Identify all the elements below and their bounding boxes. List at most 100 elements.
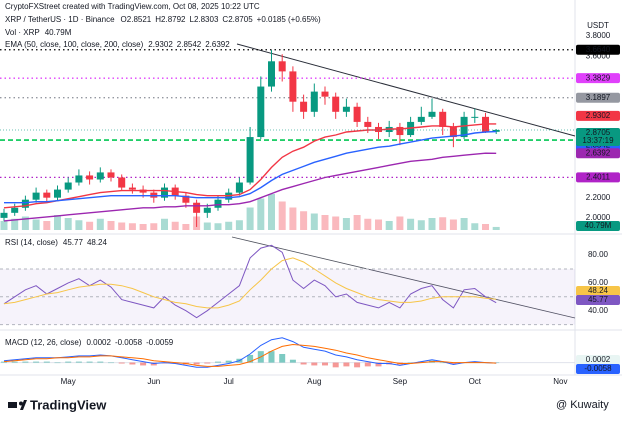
volume-bar — [225, 221, 233, 230]
credit: CryptoFXStreet created with TradingView.… — [5, 2, 260, 11]
candle-body — [118, 177, 126, 188]
histogram-bar — [193, 362, 200, 365]
candle-body — [268, 61, 275, 87]
y-tick-label: 2.2000 — [586, 193, 611, 202]
histogram-bar — [215, 361, 221, 363]
volume-bar — [150, 223, 158, 230]
volume-bar — [278, 201, 286, 230]
histogram-bar — [364, 362, 371, 367]
tradingview-logo — [8, 400, 27, 410]
legend-text: 2.8303 — [194, 15, 219, 24]
price-badge-label: 2.9302 — [586, 111, 611, 120]
candle-body — [449, 126, 457, 138]
legend-text: +0.0185 (+0.65%) — [257, 15, 321, 24]
histogram-bar — [407, 362, 414, 364]
countdown: 13:37:19 — [582, 136, 614, 145]
volume-bar — [439, 217, 447, 230]
histogram-bar — [311, 362, 318, 366]
volume-bar — [449, 219, 457, 230]
legend-text: C — [222, 15, 228, 24]
volume-bar — [364, 218, 372, 230]
candle-body — [257, 86, 265, 138]
legend-text: 2.8521 — [127, 15, 152, 24]
price-badge-label: -0.0058 — [584, 364, 612, 373]
volume-bar — [396, 216, 404, 230]
histogram-bar — [354, 362, 361, 368]
price-badge-label: 3.6640 — [586, 45, 611, 54]
volume-bar — [375, 219, 382, 230]
volume-bar — [407, 218, 415, 230]
volume-bar — [332, 216, 340, 230]
ema-line — [4, 130, 497, 204]
y-tick-label: 80.00 — [588, 250, 609, 259]
volume-bar — [214, 223, 222, 230]
price-badge — [576, 364, 620, 374]
histogram-bar — [11, 361, 18, 363]
candle-body — [289, 71, 297, 102]
legend-text: RSI (14, close) — [5, 238, 58, 247]
histogram-bar — [86, 361, 93, 363]
candle-body — [43, 192, 51, 198]
candle-body — [417, 116, 425, 122]
volume-bar — [203, 222, 211, 230]
price-badge — [576, 73, 620, 84]
histogram-bar — [300, 362, 307, 365]
x-tick-label: Aug — [307, 377, 321, 386]
candle-body — [86, 175, 94, 180]
histogram-bar — [289, 359, 296, 363]
histogram-bar — [225, 360, 232, 363]
x-tick-label: Jul — [224, 377, 234, 386]
ema-line — [3, 123, 497, 209]
candle-body — [54, 189, 61, 198]
histogram-bar — [247, 354, 254, 363]
rsi-badge-label: 48.24 — [588, 286, 609, 295]
histogram-bar — [450, 362, 457, 365]
candle-body — [332, 96, 340, 112]
volume-bar — [321, 215, 329, 230]
volume-bar — [96, 218, 104, 230]
candle-body — [300, 101, 308, 112]
candle-body — [342, 106, 350, 112]
price-badge — [576, 127, 620, 146]
legend-text: 45.77 — [63, 238, 84, 247]
volume-bar — [139, 224, 147, 230]
volume-bar — [471, 223, 479, 230]
volume-bar — [342, 218, 350, 230]
candle-body — [278, 61, 286, 72]
price-badge-label: 3.1897 — [586, 93, 611, 102]
x-tick-label: Oct — [469, 377, 482, 386]
x-tick-label: Jun — [147, 377, 160, 386]
histogram-bar — [322, 362, 328, 366]
candle-body — [471, 116, 479, 118]
volume-bar — [417, 220, 425, 230]
legend-text: -0.0058 — [115, 338, 143, 347]
candle-body — [321, 91, 329, 97]
legend-text: 2.8542 — [177, 40, 202, 49]
volume-bar — [482, 224, 489, 230]
histogram-bar — [279, 354, 286, 363]
y-tick-label: 3.8000 — [586, 31, 611, 40]
y-tick-label: 2.0000 — [586, 213, 611, 222]
volume-bar — [43, 221, 51, 230]
price-badge — [576, 295, 620, 305]
volume-bar — [300, 211, 308, 230]
price-badge — [576, 44, 620, 55]
logo-text: TradingView — [30, 397, 107, 412]
candle-body — [0, 212, 8, 218]
histogram-bar — [343, 362, 350, 367]
histogram-bar — [140, 362, 147, 366]
volume-bar — [460, 218, 468, 230]
price-badge — [576, 355, 620, 365]
volume-bar — [492, 226, 500, 230]
legend-text: MACD (12, 26, close) — [5, 338, 82, 347]
price-badge — [576, 110, 620, 121]
price-badge-label: 2.4011 — [586, 172, 610, 181]
candle-body — [21, 199, 29, 208]
candle-body — [364, 121, 372, 127]
volume-bar — [182, 224, 190, 230]
histogram-bar — [332, 362, 339, 368]
histogram-bar — [1, 361, 7, 363]
price-badge-label: 40.79M — [585, 221, 612, 230]
volume-bar — [161, 218, 168, 230]
legend-text: H — [155, 15, 161, 24]
